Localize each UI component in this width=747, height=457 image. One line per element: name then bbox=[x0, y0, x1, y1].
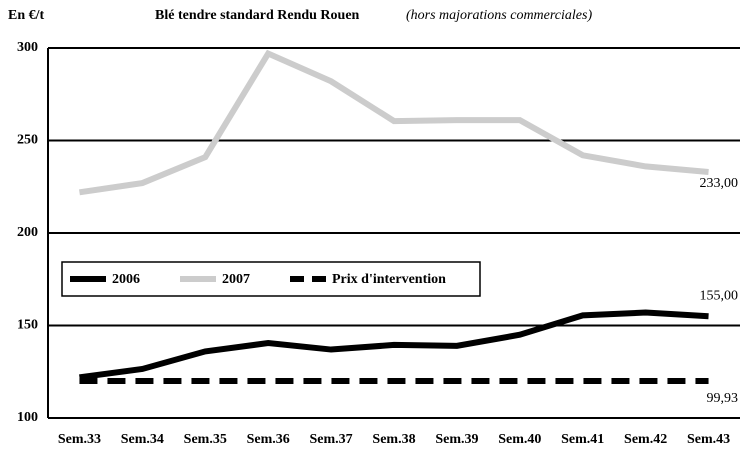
y-tick-label: 250 bbox=[17, 133, 38, 148]
x-tick-label: Sem.43 bbox=[687, 432, 730, 447]
legend-label: Prix d'intervention bbox=[332, 272, 446, 287]
x-tick-label: Sem.38 bbox=[372, 432, 415, 447]
x-tick-label: Sem.37 bbox=[310, 432, 353, 447]
y-tick-label: 300 bbox=[17, 40, 38, 55]
y-tick-label: 150 bbox=[17, 318, 38, 333]
annotation: 99,93 bbox=[707, 391, 739, 406]
value-label: 233,00 bbox=[700, 176, 739, 191]
x-tick-label: Sem.42 bbox=[624, 432, 667, 447]
x-tick-label: Sem.40 bbox=[498, 432, 541, 447]
x-tick-label: Sem.34 bbox=[121, 432, 164, 447]
x-tick-label: Sem.35 bbox=[184, 432, 227, 447]
legend-label: 2007 bbox=[222, 272, 250, 287]
x-tick-label: Sem.33 bbox=[58, 432, 101, 447]
legend-label: 2006 bbox=[112, 272, 140, 287]
series-line bbox=[79, 309, 709, 381]
chart-title: Blé tendre standard Rendu Rouen bbox=[155, 8, 360, 23]
x-tick-label: Sem.36 bbox=[247, 432, 290, 447]
series-line bbox=[79, 49, 709, 196]
y-axis-label: En €/t bbox=[8, 8, 45, 23]
x-tick-label: Sem.39 bbox=[435, 432, 478, 447]
value-label: 155,00 bbox=[700, 288, 739, 303]
y-tick-label: 100 bbox=[17, 410, 38, 425]
x-tick-label: Sem.41 bbox=[561, 432, 604, 447]
chart-subtitle: (hors majorations commerciales) bbox=[406, 8, 592, 23]
legend-box bbox=[61, 261, 481, 297]
y-tick-label: 200 bbox=[17, 225, 38, 240]
